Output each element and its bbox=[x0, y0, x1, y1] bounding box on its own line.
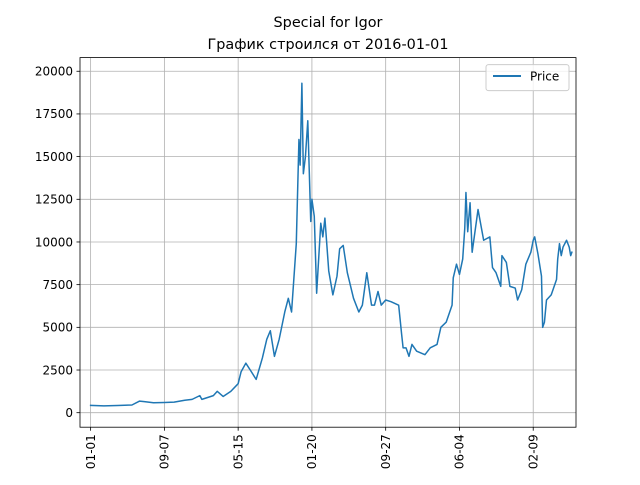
y-tick-label: 12500 bbox=[35, 193, 73, 207]
y-tick-label: 15000 bbox=[35, 150, 73, 164]
y-tick-label: 20000 bbox=[35, 65, 73, 79]
axis-layer: 0 2500 5000 7500 10000 12500 15000 17500 20000 01… bbox=[35, 65, 541, 470]
x-tick-label: 06-04 bbox=[453, 434, 467, 469]
y-tick-label: 0 bbox=[65, 406, 73, 420]
y-tick-label: 10000 bbox=[35, 235, 73, 249]
x-tick-label: 09-07 bbox=[158, 434, 172, 469]
plot-frame bbox=[79, 57, 577, 428]
y-tick-label: 7500 bbox=[42, 278, 73, 292]
y-tick-label: 17500 bbox=[35, 107, 73, 121]
x-tick-label: 01-20 bbox=[305, 434, 319, 469]
legend-label: Price bbox=[530, 70, 559, 84]
x-tick-label: 01-01 bbox=[84, 434, 98, 469]
x-tick-label: 02-09 bbox=[527, 434, 541, 469]
legend-box bbox=[485, 64, 570, 92]
price-series-line bbox=[89, 82, 573, 407]
chart-subtitle: График строился от 2016-01-01 bbox=[208, 37, 449, 53]
legend: Price bbox=[485, 64, 570, 92]
series-layer bbox=[89, 82, 573, 407]
x-tick-label: 09-27 bbox=[379, 434, 393, 469]
y-tick-label: 2500 bbox=[42, 363, 73, 377]
grid-lines bbox=[80, 57, 576, 428]
y-tick-label: 5000 bbox=[42, 321, 73, 335]
chart-title: Special for Igor bbox=[274, 15, 383, 31]
x-tick-label: 05-15 bbox=[231, 434, 245, 469]
